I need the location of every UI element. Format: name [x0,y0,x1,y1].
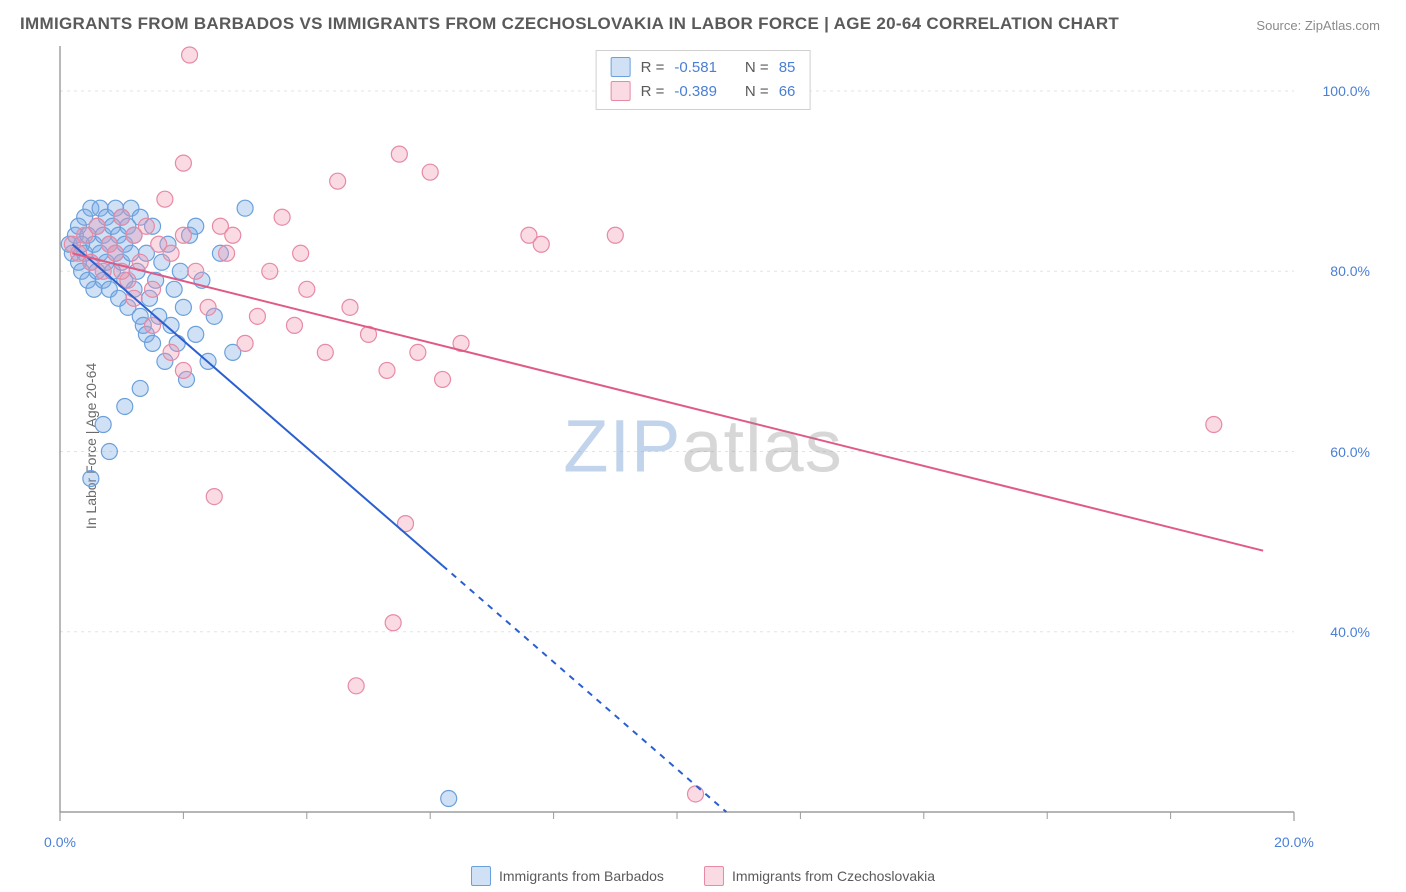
y-tick-label: 100.0% [1323,83,1370,99]
chart-svg [54,44,1384,854]
plot-area: 40.0%60.0%80.0%100.0%0.0%20.0% [54,44,1384,854]
stats-n-label: N = [745,59,769,76]
legend-label: Immigrants from Barbados [499,868,664,884]
legend-swatch [471,866,491,886]
source-value: ZipAtlas.com [1305,18,1380,33]
source-label: Source: [1256,18,1301,33]
legend-item: Immigrants from Barbados [471,866,664,886]
y-tick-label: 40.0% [1330,624,1370,640]
chart-container: IMMIGRANTS FROM BARBADOS VS IMMIGRANTS F… [0,0,1406,892]
stats-n-label: N = [745,83,769,100]
stats-row: R = -0.581 N = 85 [611,55,796,79]
stats-box: R = -0.581 N = 85 R = -0.389 N = 66 [596,50,811,110]
stats-r-value: -0.389 [674,83,717,100]
stats-r-label: R = [641,59,665,76]
source-attribution: Source: ZipAtlas.com [1256,18,1380,33]
stats-n-value: 66 [779,83,796,100]
stats-r-label: R = [641,83,665,100]
chart-title: IMMIGRANTS FROM BARBADOS VS IMMIGRANTS F… [20,14,1119,34]
stats-swatch [611,81,631,101]
legend-swatch [704,866,724,886]
stats-swatch [611,57,631,77]
legend-label: Immigrants from Czechoslovakia [732,868,935,884]
legend-bottom: Immigrants from Barbados Immigrants from … [471,866,935,886]
x-tick-label: 20.0% [1274,834,1314,850]
stats-r-value: -0.581 [674,59,717,76]
y-tick-label: 80.0% [1330,263,1370,279]
stats-row: R = -0.389 N = 66 [611,79,796,103]
y-tick-label: 60.0% [1330,444,1370,460]
stats-n-value: 85 [779,59,796,76]
legend-item: Immigrants from Czechoslovakia [704,866,935,886]
x-tick-label: 0.0% [44,834,76,850]
